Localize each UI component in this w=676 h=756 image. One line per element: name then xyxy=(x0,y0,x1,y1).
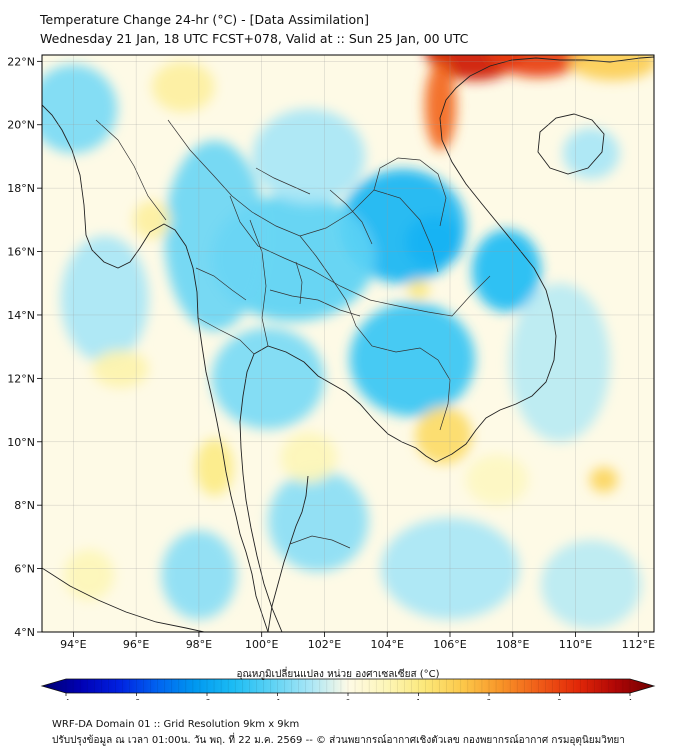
lon-tick-label: 112°E xyxy=(622,638,655,651)
field-blob xyxy=(60,235,149,363)
hainan-coastline xyxy=(537,113,605,175)
field-blob xyxy=(280,432,338,483)
lat-tick-label: 4°N xyxy=(14,626,35,639)
graticule xyxy=(42,55,654,632)
field-blob xyxy=(252,108,366,205)
lon-tick-label: 104°E xyxy=(371,638,404,651)
field-blob xyxy=(541,540,642,629)
field-blob xyxy=(589,467,618,493)
lat-tick-label: 10°N xyxy=(7,436,35,449)
field-blob xyxy=(267,470,369,572)
field-blob xyxy=(407,280,430,300)
lon-tick-label: 94°E xyxy=(60,638,86,651)
map-title: Temperature Change 24-hr (°C) - [Data As… xyxy=(40,12,369,27)
temperature-change-map: 94°E 96°E 98°E 100°E 102°E 104°E 106°E 108°E 110… xyxy=(7,54,656,700)
field-blob xyxy=(42,64,118,154)
lat-tick-label: 16°N xyxy=(7,246,35,259)
field-blob xyxy=(195,438,234,496)
field-blob xyxy=(509,283,611,442)
field-blob xyxy=(415,406,472,464)
map-subtitle: Wednesday 21 Jan, 18 UTC FCST+078, Valid… xyxy=(40,31,469,46)
colorbar-tick-label: 0 xyxy=(346,698,350,700)
lon-tick-label: 96°E xyxy=(123,638,149,651)
mainland-coastline xyxy=(42,104,269,632)
field-blob xyxy=(133,200,171,239)
credit-line: ปรับปรุงข้อมูล ณ เวลา 01:00น. วัน พฤ. ที… xyxy=(52,735,625,746)
lat-tick-label: 12°N xyxy=(7,372,35,385)
colorbar-tick-label: 3 xyxy=(557,698,561,700)
sumatra-coastline xyxy=(42,567,205,632)
lat-tick-label: 20°N xyxy=(7,119,35,132)
field-blob xyxy=(349,302,476,417)
colorbar-tick-label: -2 xyxy=(204,698,211,700)
field-blob xyxy=(151,61,215,113)
field-blob xyxy=(465,454,529,506)
model-info: WRF-DA Domain 01 :: Grid Resolution 9km … xyxy=(52,719,300,730)
lat-tick-label: 22°N xyxy=(7,55,35,68)
colorbar: -4 -3 -2 -1 0 1 2 3 4 xyxy=(40,678,656,700)
field-blob xyxy=(562,127,620,179)
field-blob xyxy=(488,55,587,78)
lon-tick-label: 98°E xyxy=(186,638,212,651)
lon-tick-label: 106°E xyxy=(433,638,466,651)
lat-tick-label: 14°N xyxy=(7,309,35,322)
lat-tick-label: 8°N xyxy=(14,499,35,512)
field-blob xyxy=(63,549,115,601)
lon-tick-label: 100°E xyxy=(245,638,278,651)
field-blob xyxy=(92,349,149,388)
map-frame xyxy=(41,54,655,633)
colorbar-tick-label: 1 xyxy=(416,698,420,700)
map-axes: 94°E 96°E 98°E 100°E 102°E 104°E 106°E 108°E 110… xyxy=(7,55,655,651)
field-blob xyxy=(471,229,542,312)
colorbar-tick-label: -4 xyxy=(63,698,71,700)
delta-coastline xyxy=(435,56,654,463)
lon-tick-label: 108°E xyxy=(496,638,529,651)
lon-tick-label: 102°E xyxy=(308,638,341,651)
field-blob xyxy=(424,61,457,151)
colorbar-tick-label: -3 xyxy=(133,698,140,700)
lat-tick-label: 18°N xyxy=(7,182,35,195)
country-borders xyxy=(95,119,491,549)
colorbar-title: อุณหภูมิเปลี่ยนแปลง หน่วย องศาเซลเซียส (… xyxy=(236,669,440,680)
colorbar-tick-label: -1 xyxy=(274,698,281,700)
lat-tick-label: 6°N xyxy=(14,563,35,576)
colorbar-tick-label: 4 xyxy=(628,698,633,700)
colorbar-tick-label: 2 xyxy=(487,698,491,700)
lon-tick-label: 110°E xyxy=(559,638,592,651)
colorbar-ticks: -4 -3 -2 -1 0 1 2 3 4 xyxy=(63,679,633,700)
